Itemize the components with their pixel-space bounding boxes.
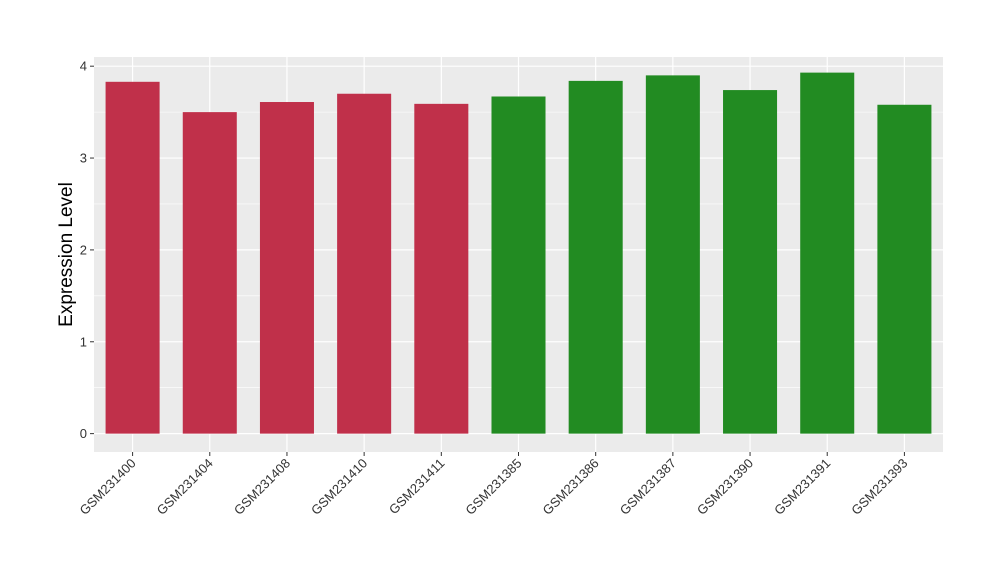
x-tick-label: GSM231385	[462, 456, 524, 518]
bar-GSM231411	[414, 103, 469, 434]
y-tick-label: 3	[80, 151, 87, 166]
x-tick-label: GSM231391	[771, 456, 833, 518]
bar-GSM231387	[645, 75, 700, 434]
y-tick-label: 1	[80, 334, 87, 349]
bar-GSM231404	[182, 112, 237, 434]
bars	[105, 72, 932, 434]
x-tick-label: GSM231411	[386, 456, 448, 518]
x-tick-label: GSM231410	[308, 456, 370, 518]
x-tick-label: GSM231400	[76, 456, 138, 518]
bar-GSM231408	[259, 102, 314, 434]
x-tick-label: GSM231387	[617, 456, 679, 518]
x-tick-label: GSM231393	[848, 456, 910, 518]
y-axis: 0 1 2 3 4	[80, 59, 94, 441]
bar-GSM231390	[723, 90, 778, 434]
y-axis-title: Expression Level	[56, 182, 77, 327]
bar-GSM231391	[800, 72, 855, 434]
bar-GSM231410	[337, 93, 392, 434]
y-tick-label: 2	[80, 242, 87, 257]
x-tick-label: GSM231408	[231, 456, 293, 518]
bar-GSM231386	[568, 80, 623, 434]
bar-GSM231393	[877, 104, 932, 434]
x-tick-label: GSM231390	[694, 456, 756, 518]
x-tick-label: GSM231404	[154, 456, 216, 518]
x-axis: GSM231400 GSM231404 GSM231408 GSM231410 GSM2…	[76, 452, 911, 518]
y-tick-label: 0	[80, 426, 87, 441]
y-tick-label: 4	[80, 59, 87, 74]
bar-GSM231400	[105, 81, 160, 434]
x-tick-label: GSM231386	[540, 456, 602, 518]
bar-GSM231385	[491, 96, 546, 434]
